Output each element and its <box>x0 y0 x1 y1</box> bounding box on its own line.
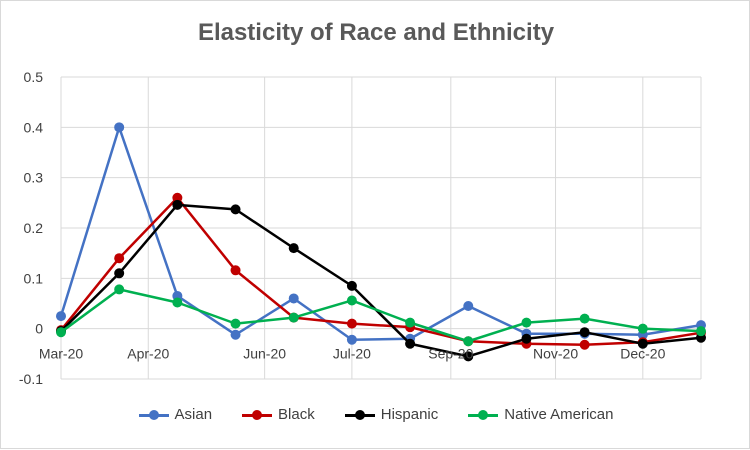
y-tick-label: 0.1 <box>24 270 44 286</box>
data-point-hispanic <box>463 351 474 362</box>
data-point-black <box>346 318 357 329</box>
data-point-hispanic <box>114 268 125 279</box>
legend: Asian Black Hispanic Native American <box>1 406 750 423</box>
x-tick-label: Sep-20 <box>428 346 473 362</box>
data-point-asian <box>56 311 66 322</box>
data-point-native-american <box>579 313 590 324</box>
series-line-native-american <box>60 288 702 343</box>
data-point-black <box>579 339 590 350</box>
data-point-hispanic <box>288 243 299 254</box>
legend-label: Hispanic <box>380 406 439 423</box>
legend-item: Black <box>242 406 315 423</box>
y-tick-label: 0.3 <box>24 170 44 186</box>
data-point-asian <box>346 334 357 345</box>
data-point-native-american <box>288 312 299 323</box>
chart-title: Elasticity of Race and Ethnicity <box>197 19 555 46</box>
y-tick-label: -0.1 <box>19 371 43 387</box>
legend-item: Asian <box>138 406 213 423</box>
data-point-native-american <box>230 318 241 329</box>
legend-swatch <box>468 409 499 420</box>
data-point-asian <box>288 293 299 304</box>
legend-label: Asian <box>174 406 213 423</box>
legend-marker <box>354 409 365 420</box>
data-point-native-american <box>172 297 183 308</box>
data-point-hispanic <box>637 338 648 349</box>
legend-marker <box>252 409 263 420</box>
data-point-hispanic <box>521 333 532 344</box>
data-point-native-american <box>114 284 125 295</box>
data-point-native-american <box>56 327 66 338</box>
series-line-asian <box>59 126 702 341</box>
y-tick-label: 0.4 <box>24 119 44 135</box>
data-point-hispanic <box>172 199 183 210</box>
data-point-native-american <box>521 317 532 328</box>
data-point-hispanic <box>579 327 590 338</box>
legend-swatch <box>242 409 273 420</box>
legend-item: Hispanic <box>344 406 439 423</box>
y-tick-label: 0 <box>35 321 43 337</box>
legend-label: Black <box>278 406 315 423</box>
data-point-hispanic <box>405 338 416 349</box>
data-point-native-american <box>463 336 474 347</box>
x-tick-label: Dec-20 <box>620 346 665 362</box>
data-point-asian <box>230 329 241 340</box>
legend-marker <box>478 409 489 420</box>
legend-item: Native American <box>468 406 613 423</box>
data-point-asian <box>114 122 125 133</box>
y-tick-label: 0.2 <box>24 220 44 236</box>
legend-label: Native American <box>504 406 614 423</box>
data-point-native-american <box>696 326 706 337</box>
data-point-asian <box>463 301 474 312</box>
legend-marker <box>148 409 159 420</box>
legend-swatch <box>344 409 375 420</box>
y-tick-label: 0.5 <box>24 69 44 85</box>
x-tick-label: Nov-20 <box>533 346 578 362</box>
x-tick-label: Jul-20 <box>333 346 371 362</box>
data-point-black <box>230 265 241 276</box>
x-tick-label: Mar-20 <box>39 346 84 362</box>
data-point-native-american <box>637 323 648 334</box>
x-tick-label: Jun-20 <box>243 346 286 362</box>
data-point-native-american <box>346 295 357 306</box>
x-tick-label: Apr-20 <box>127 346 169 362</box>
data-point-hispanic <box>346 280 357 291</box>
legend-swatch <box>138 409 169 420</box>
series-line-hispanic <box>60 203 702 358</box>
data-point-black <box>172 192 183 203</box>
series-line-black <box>60 196 702 347</box>
data-point-native-american <box>405 317 416 328</box>
data-point-black <box>114 253 125 264</box>
data-point-hispanic <box>230 204 241 215</box>
